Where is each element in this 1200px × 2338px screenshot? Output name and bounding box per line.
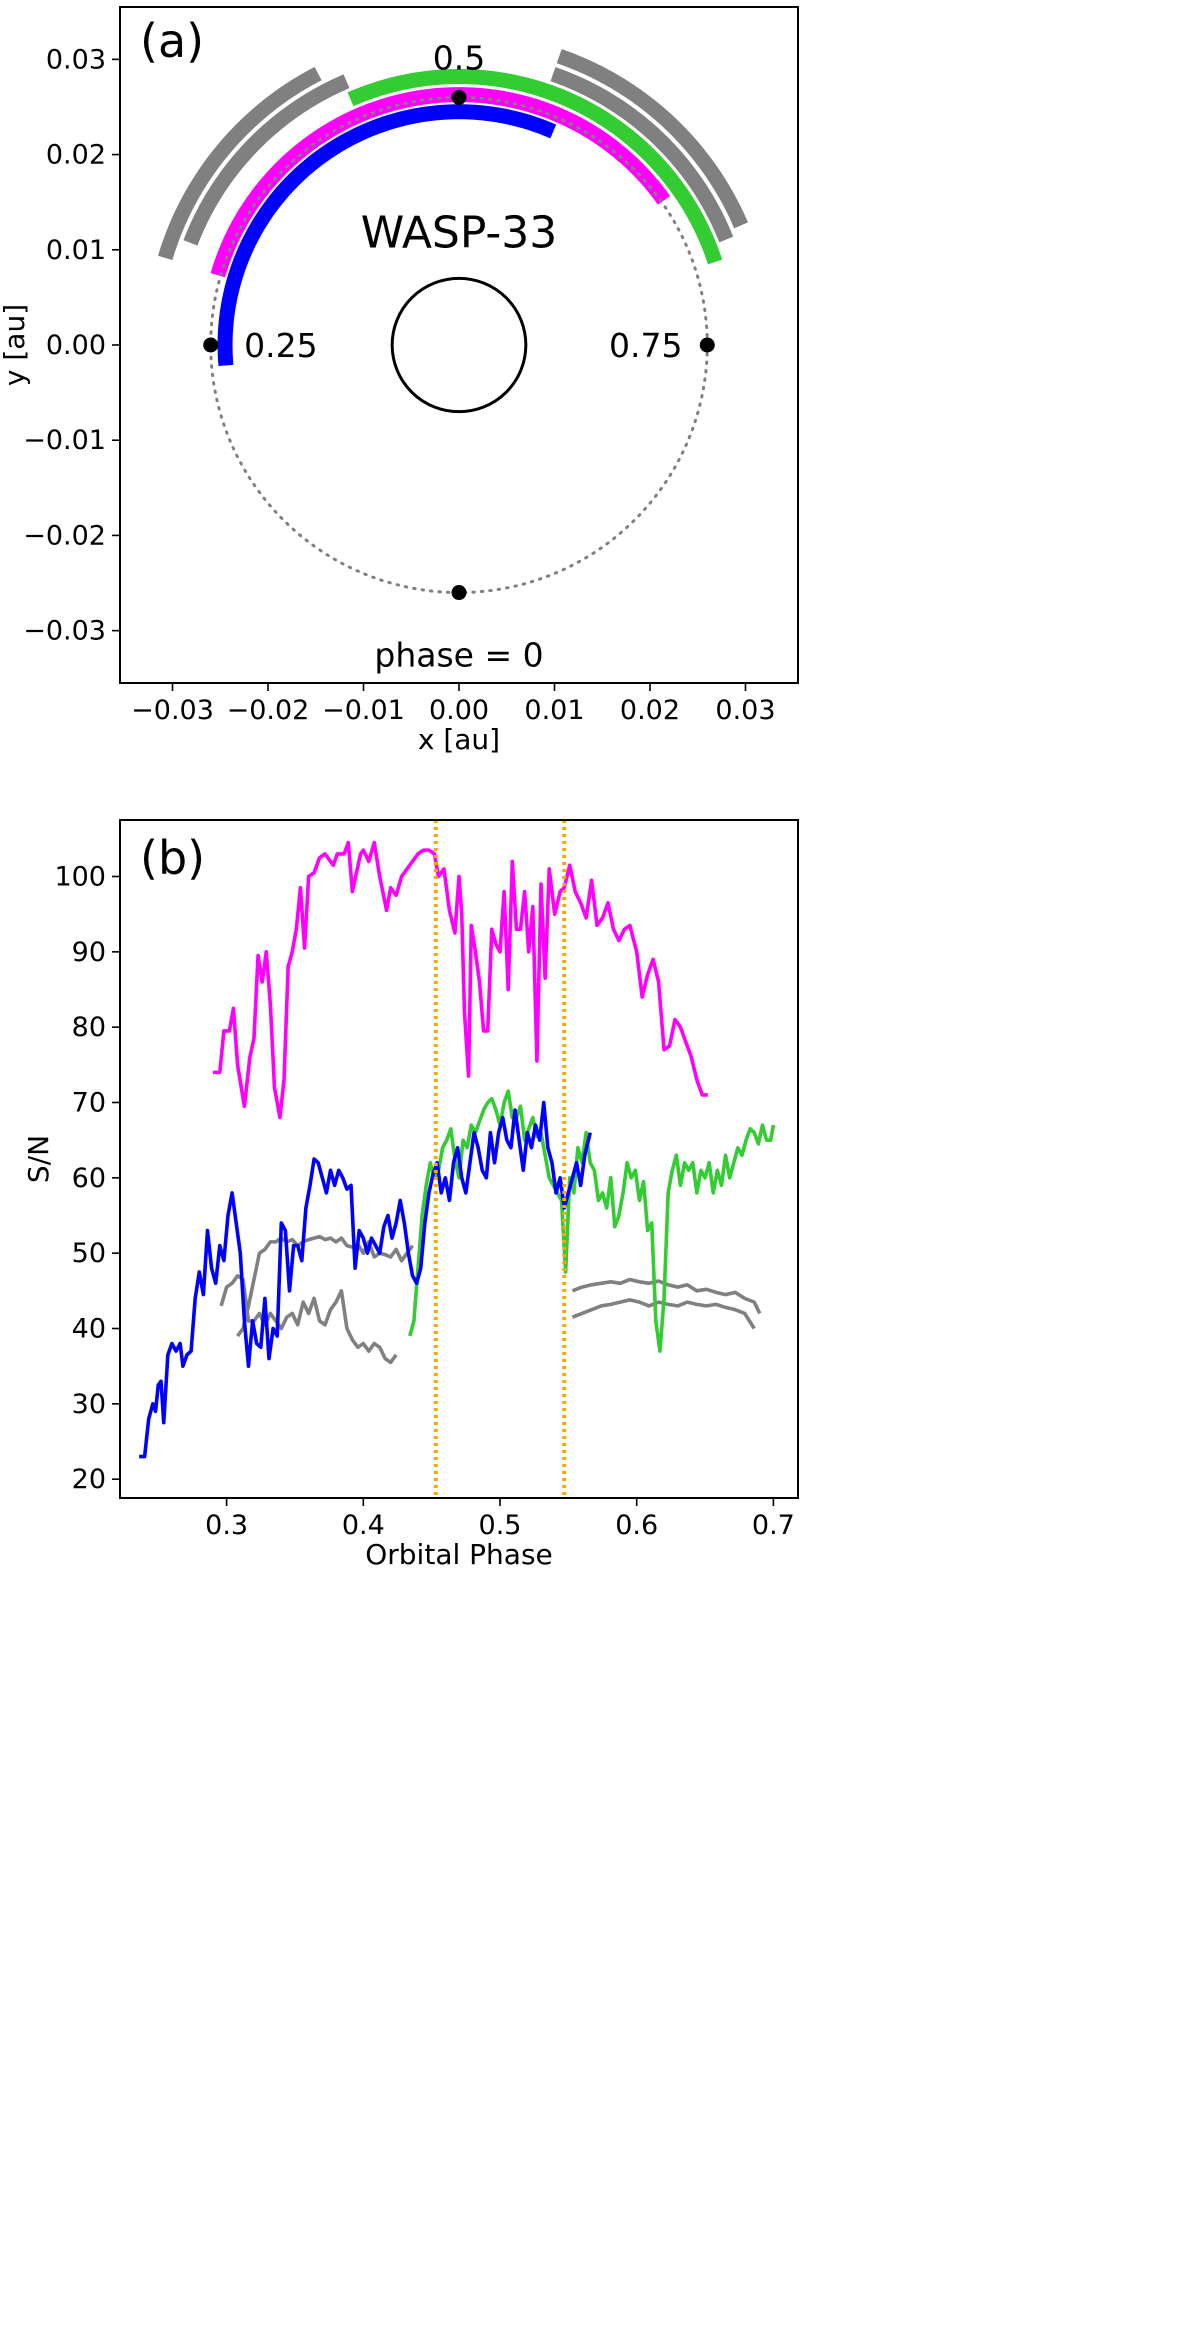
y-tick-label: 100	[54, 862, 106, 893]
y-tick-label: 80	[72, 1012, 106, 1043]
phase-arc-gray-1	[183, 74, 350, 246]
signal-to-noise-panel: (b) 0.3 0.4 0.5 0.6 0.7 2030405060708090100 …	[22, 819, 799, 1571]
phase-05-label: 0.5	[433, 38, 485, 77]
y-tick-label: 0.01	[46, 235, 106, 266]
phase-coverage-arcs	[158, 49, 748, 367]
x-tick-label: 0.01	[524, 695, 584, 726]
star-name-label: WASP-33	[361, 208, 558, 259]
phase-marker-dot	[203, 337, 219, 353]
y-tick-label: 30	[72, 1389, 106, 1420]
phase-markers	[203, 89, 715, 601]
orbit-panel: phase = 0 0.25 0.5 0.75 WASP-33 (a) −0.0…	[0, 6, 799, 756]
star-circle	[390, 276, 528, 414]
series-line-green	[408, 1089, 776, 1353]
phase-0-label: phase = 0	[374, 635, 543, 674]
panel-a-label: (a)	[140, 14, 204, 68]
x-axis-label: x [au]	[418, 723, 500, 756]
series-line-blue	[139, 1100, 592, 1459]
y-tick-label: 40	[72, 1314, 106, 1345]
x-tick-label: −0.03	[131, 695, 214, 726]
x-axis-label: Orbital Phase	[365, 1538, 553, 1571]
series-line-gray-2	[219, 1273, 398, 1365]
x-tick-label: 0.02	[620, 695, 680, 726]
phase-075-label: 0.75	[609, 326, 682, 365]
x-tick-label: 0.6	[615, 1510, 658, 1541]
series-line-gray-3	[571, 1277, 762, 1315]
y-tick-label: 0.02	[46, 140, 106, 171]
plot-frame-b	[119, 819, 799, 1499]
x-tick-label: 0.5	[479, 1510, 522, 1541]
phase-arc-gray-3	[550, 67, 734, 243]
phase-marker-dot	[451, 585, 467, 601]
y-axis-label: y [au]	[0, 304, 31, 386]
plot-frame-a	[119, 6, 799, 684]
y-tick-label: 60	[72, 1163, 106, 1194]
x-tick-label: 0.3	[205, 1510, 248, 1541]
y-tick-label: 50	[72, 1238, 106, 1269]
x-tick-label: 0.03	[715, 695, 775, 726]
y-tick-label: 70	[72, 1088, 106, 1119]
y-axis-ticks: 20 30 40 50 60 70 80 90 100	[54, 862, 120, 1495]
x-tick-label: 0.7	[752, 1510, 795, 1541]
y-tick-label: −0.03	[23, 616, 106, 647]
y-tick-label: −0.01	[23, 425, 106, 456]
series-line-magenta	[212, 840, 708, 1120]
y-tick-label: 0.00	[46, 330, 106, 361]
x-tick-label: −0.02	[227, 695, 310, 726]
x-tick-label: 0.00	[429, 695, 489, 726]
phase-marker-dot	[699, 337, 715, 353]
y-tick-label: 0.03	[46, 44, 106, 75]
y-tick-label: 90	[72, 937, 106, 968]
phase-arc-blue	[217, 104, 557, 367]
transit-markers	[433, 820, 567, 1498]
phase-025-label: 0.25	[244, 326, 317, 365]
panel-b-label: (b)	[140, 831, 205, 885]
y-tick-label: −0.02	[23, 520, 106, 551]
y-axis-label: S/N	[22, 1135, 55, 1183]
x-tick-label: −0.01	[322, 695, 405, 726]
y-tick-label: 20	[72, 1464, 106, 1495]
y-axis-ticks: −0.03 −0.02 −0.01 0.00 0.01 0.02 0.03	[23, 44, 120, 647]
x-axis-ticks: −0.03 −0.02 −0.01 0.00 0.01 0.02 0.03	[131, 683, 776, 726]
phase-arc-gray-4	[556, 49, 748, 229]
x-axis-ticks: 0.3 0.4 0.5 0.6 0.7	[205, 1498, 795, 1541]
phase-marker-dot	[451, 89, 467, 105]
phase-arc-magenta	[210, 87, 671, 278]
phase-arc-gray-2	[158, 66, 322, 261]
sn-series	[139, 840, 776, 1459]
phase-arc-green	[347, 69, 723, 265]
x-tick-label: 0.4	[342, 1510, 385, 1541]
series-line-gray-1	[236, 1234, 414, 1338]
